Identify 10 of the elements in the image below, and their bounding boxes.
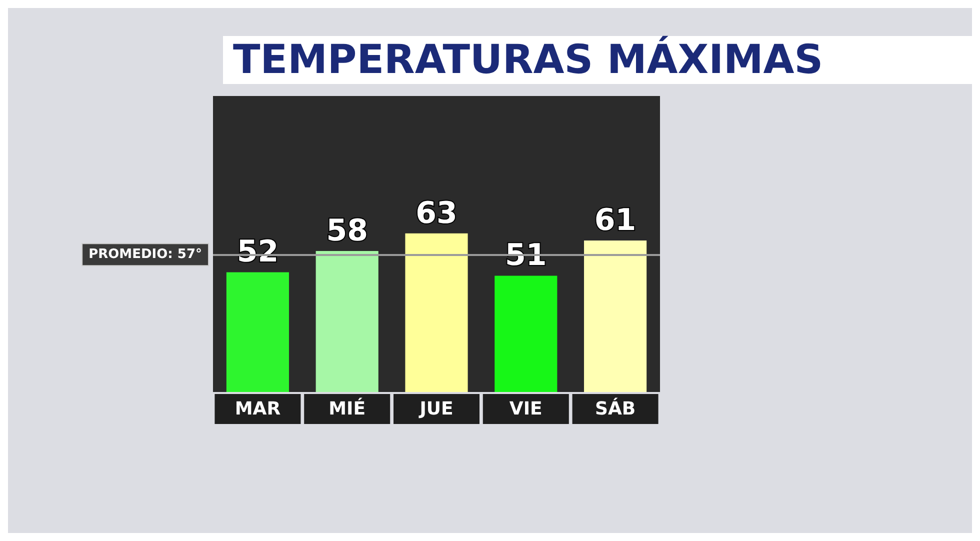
x-tick-label: MIÉ — [328, 398, 366, 420]
data-label: 61 — [594, 202, 636, 238]
data-label: 58 — [326, 214, 368, 249]
ref-line-label: PROMEDIO: 57° — [88, 247, 202, 262]
chart-title: TEMPERATURAS MÁXIMAS — [233, 35, 824, 83]
data-label: 63 — [416, 196, 458, 231]
x-tick-label: MAR — [234, 398, 281, 420]
x-tick-label: SÁB — [594, 398, 636, 420]
x-tick-label: JUE — [418, 398, 454, 420]
x-tick-label: VIE — [509, 398, 542, 420]
